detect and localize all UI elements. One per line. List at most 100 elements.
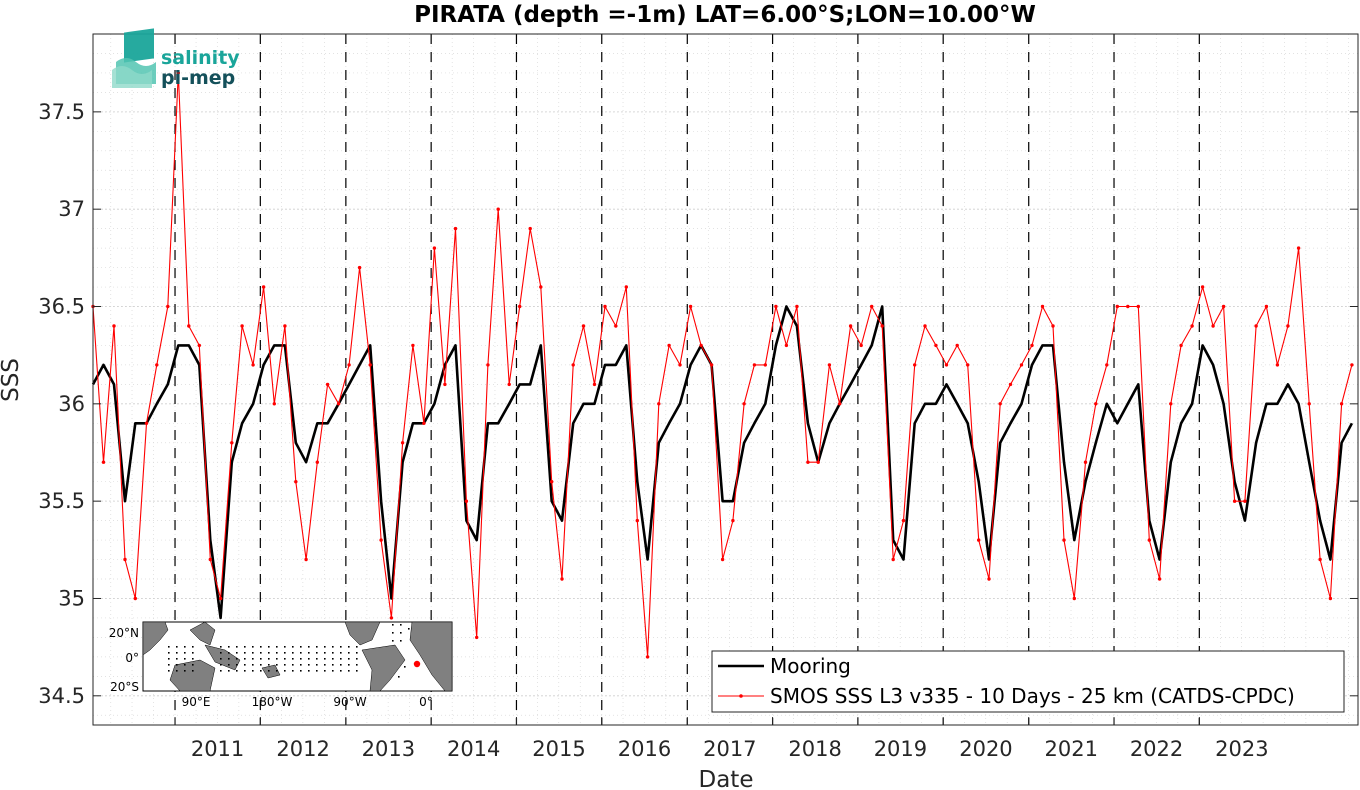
smos-point <box>368 363 372 367</box>
map-array-dot <box>308 658 310 660</box>
smos-point <box>966 363 970 367</box>
map-array-dot <box>284 658 286 660</box>
mooring-location-marker <box>413 660 421 668</box>
y-axis-label: SSS <box>0 358 24 402</box>
map-lat-label-20s: 20°S <box>110 680 139 694</box>
map-array-dot <box>300 664 302 666</box>
smos-point <box>518 304 522 309</box>
map-array-dot <box>348 652 350 654</box>
logo-line-pi-mep: pi-mep <box>161 67 235 89</box>
map-array-dot <box>348 658 350 660</box>
map-array-dot <box>168 670 170 672</box>
map-array-dot <box>220 658 222 660</box>
smos-point <box>923 324 927 328</box>
map-array-dot <box>236 652 238 654</box>
smos-point <box>133 596 137 601</box>
smos-point <box>539 285 543 289</box>
map-array-dot <box>292 664 294 666</box>
smos-point <box>486 363 490 367</box>
smos-point <box>678 363 682 367</box>
smos-point <box>176 71 180 75</box>
smos-point <box>1019 363 1024 367</box>
smos-point <box>774 304 778 309</box>
mooring-array-dots <box>168 624 410 678</box>
map-array-dot <box>176 658 178 660</box>
map-array-dot <box>176 646 178 648</box>
smos-point <box>795 304 799 309</box>
map-array-dot <box>252 670 254 672</box>
smos-point <box>742 402 746 406</box>
smos-point <box>357 265 362 270</box>
map-array-dot <box>276 658 278 660</box>
smos-point <box>1105 363 1109 367</box>
y-tick-label: 37 <box>58 197 85 221</box>
plot-background <box>93 34 1358 725</box>
y-tick-label: 34.5 <box>38 684 85 708</box>
map-array-dot <box>184 658 186 660</box>
map-array-dot <box>340 664 342 666</box>
map-array-dot <box>398 676 400 678</box>
smos-point <box>432 246 437 250</box>
x-tick-label: 2014 <box>447 737 500 761</box>
smos-point <box>507 382 511 387</box>
map-array-dot <box>236 664 238 666</box>
map-array-dot <box>324 652 326 654</box>
map-array-dot <box>332 652 334 654</box>
map-array-dot <box>400 632 402 634</box>
smos-point <box>1072 596 1077 601</box>
smos-point <box>838 402 842 406</box>
smos-point <box>1051 324 1055 328</box>
smos-point <box>1126 304 1130 309</box>
map-array-dot <box>392 624 394 626</box>
smos-point <box>166 304 170 309</box>
map-array-dot <box>260 670 262 672</box>
legend: Mooring SMOS SSS L3 v335 - 10 Days - 25 … <box>711 650 1345 713</box>
map-array-dot <box>308 664 310 666</box>
smos-point <box>325 382 330 387</box>
smos-point <box>528 226 532 231</box>
smos-point <box>1094 402 1098 406</box>
smos-point <box>645 655 650 659</box>
smos-point <box>475 635 479 640</box>
smos-point <box>112 324 116 328</box>
smos-point <box>1350 363 1354 367</box>
smos-point <box>1296 246 1301 250</box>
map-array-dot <box>268 664 270 666</box>
smos-point <box>603 304 607 309</box>
y-tick-label: 37.5 <box>38 100 85 124</box>
smos-point <box>870 304 874 309</box>
legend-box <box>711 650 1345 713</box>
smos-point <box>763 363 767 367</box>
x-axis-label: Date <box>699 767 754 790</box>
smos-point <box>1318 557 1322 562</box>
map-array-dot <box>268 670 270 672</box>
map-array-dot <box>276 670 278 672</box>
smos-point <box>123 557 127 562</box>
map-array-dot <box>392 640 394 642</box>
map-array-dot <box>300 652 302 654</box>
smos-point <box>197 343 201 348</box>
smos-point <box>1254 324 1258 328</box>
smos-point <box>880 324 884 328</box>
map-array-dot <box>348 670 350 672</box>
map-array-dot <box>236 646 238 648</box>
legend-swatch-smos-marker <box>739 694 743 698</box>
smos-point <box>155 363 159 367</box>
smos-point <box>1030 343 1034 348</box>
y-tick-label: 35.5 <box>38 489 85 513</box>
smos-point <box>1147 538 1152 542</box>
map-array-dot <box>236 658 238 660</box>
smos-point <box>187 324 191 328</box>
map-array-dot <box>168 646 170 648</box>
map-array-dot <box>324 664 326 666</box>
map-lon-label-90e: 90°E <box>182 695 211 709</box>
y-tick-label: 35 <box>58 586 85 610</box>
smos-point <box>315 460 319 464</box>
map-array-dot <box>176 670 178 672</box>
series-line-mooring <box>91 305 1354 620</box>
y-tick-label: 36.5 <box>38 295 85 319</box>
smos-point <box>1062 538 1066 542</box>
smos-point <box>1211 324 1215 328</box>
map-array-dot <box>244 646 246 648</box>
